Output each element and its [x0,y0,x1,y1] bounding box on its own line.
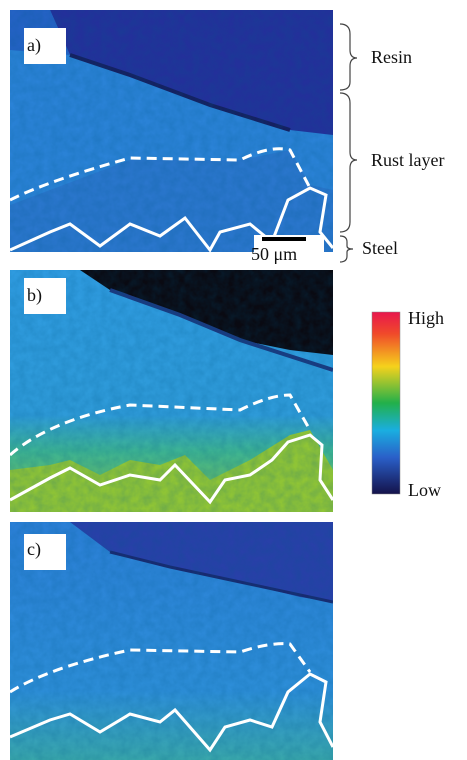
bracket [340,93,357,232]
colorbar-high: High [408,308,444,328]
annotation: Rust layer [371,150,445,170]
panel-label: b) [27,285,42,306]
bracket [340,236,353,262]
panel-c [10,522,333,760]
annotation: Resin [371,47,412,67]
colorbar [372,312,400,494]
bracket [340,24,357,90]
scale-bar-label: 50 μm [251,244,297,264]
figure: a) 50 μm b) c) Resin Rust layer Steel Hi… [0,0,467,760]
panel-b [10,270,333,512]
annotation: Steel [362,238,398,258]
colorbar-low: Low [408,480,441,500]
panel-a [10,10,333,255]
panel-label: a) [27,35,41,56]
panel-label: c) [27,539,41,560]
